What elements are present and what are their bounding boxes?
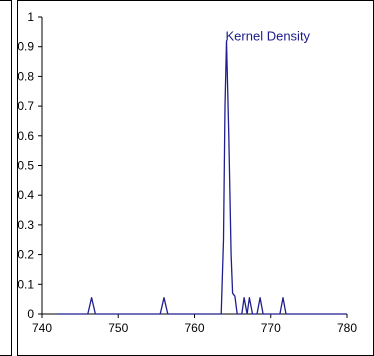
x-tick-label: 760 (184, 321, 204, 335)
tick-labels: 0 0.1 0.2 0.3 0.4 0.5 0.6 0.7 0.8 0.9 1 740 750 760 77… (17, 10, 357, 335)
axes (38, 16, 348, 318)
y-tick-label: 0.1 (17, 277, 34, 291)
series-label: Kernel Density (226, 28, 311, 43)
y-tick-label: 0.5 (17, 159, 34, 173)
y-tick-label: 0.6 (17, 129, 34, 143)
y-tick-label: 0.7 (17, 99, 34, 113)
x-tick-label: 770 (261, 321, 281, 335)
series-line-kernel-density (57, 40, 347, 315)
x-tick-label: 750 (108, 321, 128, 335)
y-tick-label: 0.8 (17, 69, 34, 83)
y-tick-label: 0.4 (17, 188, 34, 202)
x-tick-label: 740 (32, 321, 52, 335)
y-tick-label: 1 (27, 10, 34, 24)
y-tick-label: 0 (27, 307, 34, 321)
x-tick-label: 780 (337, 321, 357, 335)
series-layer (57, 40, 347, 315)
y-tick-label: 0.3 (17, 218, 34, 232)
y-tick-label: 0.2 (17, 248, 34, 262)
y-tick-label: 0.9 (17, 40, 34, 54)
